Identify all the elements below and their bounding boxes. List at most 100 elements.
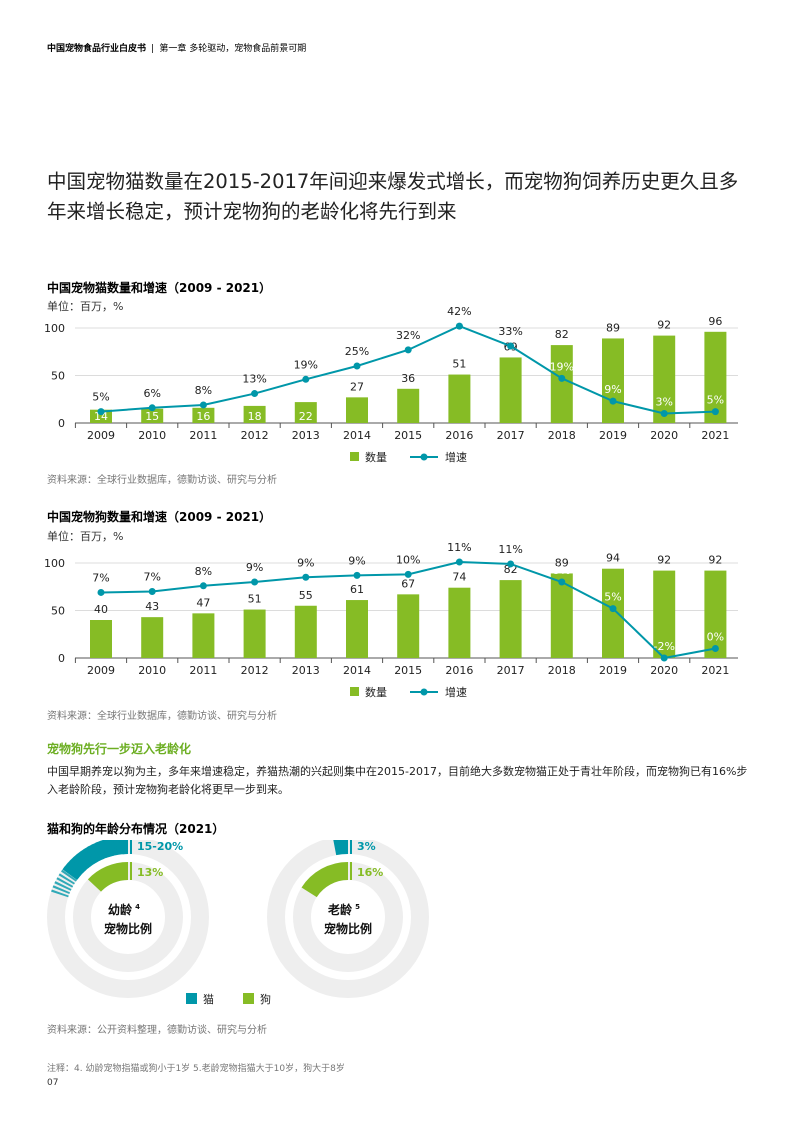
dog-x-tick: 2018 [548, 664, 576, 677]
dog-x-tick: 2020 [650, 664, 678, 677]
cat-y-tick: 50 [51, 370, 65, 383]
dog-legend-label: 增速 [445, 685, 467, 699]
dog-chart-title: 中国宠物狗数量和增速（2009 - 2021） [47, 510, 272, 524]
dog-x-tick: 2010 [138, 664, 166, 677]
dog-bar [90, 620, 112, 658]
cat-growth-point [455, 322, 463, 330]
cat-bar-label: 92 [657, 319, 671, 332]
dog-bar-label: 92 [708, 554, 722, 567]
cat-legend-swatch-bar [350, 452, 359, 461]
dog-x-tick: 2019 [599, 664, 627, 677]
footnotes: 注释：4. 幼龄宠物指猫或狗小于1岁 5.老龄宠物指猫大于10岁，狗大于8岁 [47, 1064, 345, 1074]
cat-growth-point [251, 390, 259, 398]
cat-growth-label: 6% [143, 387, 160, 400]
cat-growth-point [507, 342, 515, 350]
dog-growth-label: 9% [553, 564, 570, 577]
cat-bar-label: 18 [248, 410, 262, 423]
dog-bar-label: 82 [504, 563, 518, 576]
dog-ring-segment [301, 862, 349, 898]
dog-value-label: 16% [357, 866, 383, 879]
cat-growth-label: 19% [550, 360, 574, 373]
cat-growth-label: 42% [447, 305, 471, 318]
dog-bar [141, 617, 164, 658]
cat-bar-label: 15 [145, 410, 159, 423]
dog-chart-source: 资料来源：全球行业数据库，德勤访谈、研究与分析 [47, 711, 277, 722]
cat-growth-label: 5% [92, 391, 109, 404]
dog-growth-label: 7% [143, 571, 160, 584]
dog-bar-label: 47 [196, 596, 210, 609]
cat-legend-label: 增速 [445, 450, 467, 464]
dog-growth-point [609, 605, 617, 613]
cat-x-tick: 2019 [599, 429, 627, 442]
cat-bar [294, 402, 317, 423]
cat-bar [90, 409, 112, 423]
cat-bar [704, 331, 727, 423]
dog-growth-label: 9% [246, 561, 263, 574]
dog-growth-point [507, 560, 515, 568]
cat-chart: 0 50 100 2009 14 2010 15 2011 16 2012 18 2013 22 2014… [44, 305, 738, 464]
legend-label-cat: 猫 [203, 993, 214, 1006]
dog-y-tick: 50 [51, 605, 65, 618]
dog-y-tick: 100 [44, 557, 65, 570]
cat-chart-unit: 单位：百万，% [47, 300, 124, 313]
dog-bar [550, 573, 573, 658]
cat-bar [141, 408, 164, 423]
dog-ring-segment [87, 862, 129, 893]
page-number: 07 [47, 1078, 59, 1088]
cat-x-tick: 2011 [189, 429, 217, 442]
dog-growth-label: 9% [297, 556, 314, 569]
report-name: 中国宠物食品行业白皮书 [47, 44, 147, 54]
donut-center-subtitle: 宠物比例 [324, 921, 372, 936]
cat-legend-label: 数量 [365, 451, 387, 464]
dog-x-tick: 2013 [292, 664, 320, 677]
cat-y-tick: 100 [44, 322, 65, 335]
dog-growth-point [251, 578, 259, 586]
cat-ring-segment [333, 840, 349, 856]
cat-growth-label: 9% [604, 383, 621, 396]
cat-bar-label: 22 [299, 410, 313, 423]
section-paragraph: 中国早期养宠以狗为主，多年来增速稳定，养猫热潮的兴起则集中在2015-2017，… [47, 765, 748, 796]
legend-swatch-dog [243, 993, 254, 1004]
section-heading: 宠物狗先行一步迈入老龄化 [47, 742, 192, 756]
cat-bar [602, 338, 624, 423]
cat-growth-label: 32% [396, 329, 420, 342]
age-chart-source: 资料来源：公开资料整理，德勤访谈、研究与分析 [47, 1025, 267, 1036]
cat-bar [448, 374, 471, 423]
cat-value-label: 3% [357, 840, 376, 853]
dog-bar [704, 570, 727, 658]
cat-x-tick: 2012 [241, 429, 269, 442]
dog-chart-unit: 单位：百万，% [47, 530, 124, 543]
cat-bar-label: 14 [94, 410, 108, 423]
cat-legend-swatch-point [420, 453, 428, 461]
legend-swatch-cat [186, 993, 197, 1004]
dog-value-label: 13% [137, 866, 163, 879]
dog-bar [243, 609, 266, 658]
cat-y-tick: 0 [58, 417, 65, 430]
cat-bar-label: 89 [606, 321, 620, 334]
chapter-name: 第一章 多轮驱动，宠物食品前景可期 [159, 44, 307, 54]
cat-growth-point [302, 375, 310, 383]
cat-x-tick: 2009 [87, 429, 115, 442]
cat-bar [653, 335, 676, 423]
cat-growth-label: 25% [345, 345, 369, 358]
cat-x-tick: 2013 [292, 429, 320, 442]
dog-bar-label: 74 [452, 571, 466, 584]
cat-growth-label: 13% [242, 373, 266, 386]
dog-x-tick: 2015 [394, 664, 422, 677]
cat-growth-point [558, 374, 566, 382]
cat-bar [550, 345, 573, 423]
dog-growth-point [558, 578, 566, 586]
cat-ring-range-segment [50, 840, 129, 898]
dog-growth-point [353, 571, 361, 579]
cat-value-label: 15-20% [137, 840, 183, 853]
dog-bar [448, 587, 471, 658]
dog-bar [397, 594, 420, 658]
dog-bar-label: 92 [657, 554, 671, 567]
cat-bar [192, 407, 215, 423]
dog-growth-label: -2% [653, 640, 674, 653]
dog-growth-label: 7% [92, 571, 109, 584]
donut-center-title: 老龄 5 [328, 902, 360, 917]
cat-growth-point [404, 346, 412, 354]
age-chart-title: 猫和狗的年龄分布情况（2021） [47, 822, 225, 836]
cat-x-tick: 2015 [394, 429, 422, 442]
